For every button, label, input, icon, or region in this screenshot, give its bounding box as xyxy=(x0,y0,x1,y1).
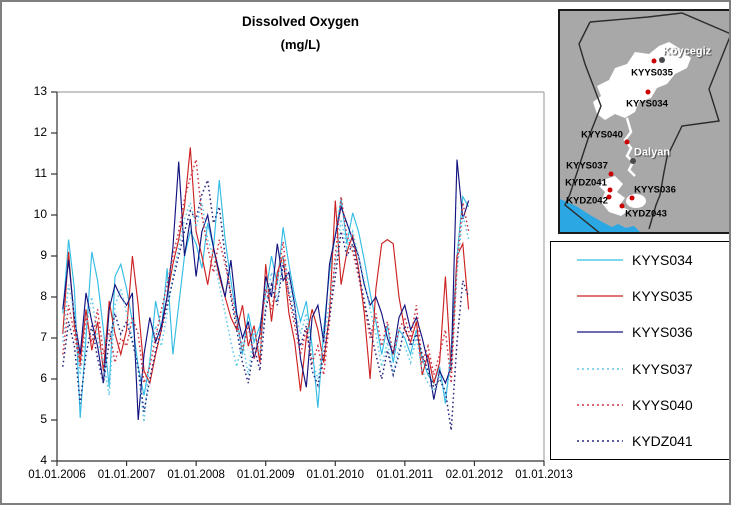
town-label-Köycegiz: Köycegiz xyxy=(662,45,712,58)
x-tick-label: 01.01.2006 xyxy=(28,469,86,481)
series-KYYS034 xyxy=(62,180,470,418)
map-channel xyxy=(623,117,636,177)
map-drawing xyxy=(560,12,729,232)
map-lake xyxy=(593,42,691,120)
legend-line-sample xyxy=(577,440,623,442)
legend-line-sample xyxy=(577,259,623,261)
town-label-Dalyan: Dalyan xyxy=(633,146,671,159)
x-tick-label: 01.01.2013 xyxy=(515,469,573,481)
y-tick-label: 8 xyxy=(40,289,47,303)
map-boundary-west xyxy=(564,21,602,232)
y-tick-label: 7 xyxy=(40,330,47,344)
legend-item-KYYS036: KYYS036 xyxy=(551,324,729,340)
chart-title: Dissolved Oxygen xyxy=(241,14,360,29)
legend-line-sample xyxy=(577,331,623,334)
legend-line-sample xyxy=(577,367,623,370)
x-tick-label: 01.01.2010 xyxy=(306,469,365,481)
map-inset: Köycegiz Dalyan KYYS035 KYYS034 KYYS040 KYYS0… xyxy=(558,9,729,234)
y-tick-label: 10 xyxy=(33,207,47,221)
legend-label: KYYS035 xyxy=(632,288,693,305)
series-KYYS040 xyxy=(62,159,470,384)
x-tick-label: 01.01.2008 xyxy=(167,469,225,481)
legend-item-KYDZ041: KYDZ041 xyxy=(551,433,729,449)
chart-legend: KYYS034 KYYS035 KYYS036 KYYS037 KYYS040 KYDZ0… xyxy=(550,241,729,460)
y-tick-label: 4 xyxy=(40,453,47,467)
x-tick-label: 01.01.2007 xyxy=(97,469,156,481)
station-label-KYYS034: KYYS034 xyxy=(626,98,668,110)
legend-item-KYYS035: KYYS035 xyxy=(551,288,729,304)
legend-label: KYYS034 xyxy=(632,252,693,269)
y-tick-label: 9 xyxy=(40,248,47,262)
station-label-KYDZ041: KYDZ041 xyxy=(565,177,607,189)
series-KYYS035 xyxy=(62,147,470,392)
station-label-KYYS040: KYYS040 xyxy=(581,129,623,141)
station-label-KYYS036: KYYS036 xyxy=(634,184,676,196)
x-tick-label: 01.01.2009 xyxy=(236,469,295,481)
station-dot-KYDZ043 xyxy=(619,203,625,209)
station-dot-KYYS037 xyxy=(608,171,614,177)
legend-item-KYYS040: KYYS040 xyxy=(551,397,729,413)
station-dot-KYYS036 xyxy=(629,195,635,201)
y-tick-label: 13 xyxy=(33,84,47,98)
station-label-KYDZ043: KYDZ043 xyxy=(625,208,667,220)
y-tick-label: 11 xyxy=(34,166,47,180)
station-label-KYYS037: KYYS037 xyxy=(566,160,608,172)
series-KYYS036 xyxy=(62,159,470,421)
station-label-KYYS035: KYYS035 xyxy=(631,67,673,79)
legend-item-KYYS034: KYYS034 xyxy=(551,252,729,268)
station-dot-KYDZ042 xyxy=(606,194,612,200)
station-dot-KYYS035 xyxy=(651,58,657,64)
town-dot-Köycegiz xyxy=(659,57,665,63)
map-delta xyxy=(599,176,629,216)
legend-label: KYYS037 xyxy=(632,360,693,377)
x-tick-label: 01.01.2011 xyxy=(376,469,434,481)
y-tick-label: 12 xyxy=(33,125,47,139)
legend-label: KYYS040 xyxy=(632,396,693,413)
town-dot-Dalyan xyxy=(630,158,636,164)
legend-label: KYYS036 xyxy=(632,324,693,341)
y-tick-label: 5 xyxy=(40,412,47,426)
station-dot-KYYS040 xyxy=(624,139,630,145)
station-dot-KYYS034 xyxy=(645,89,651,95)
station-dot-KYDZ041 xyxy=(607,187,613,193)
legend-line-sample xyxy=(577,403,623,406)
map-island xyxy=(626,194,646,208)
legend-line-sample xyxy=(577,295,623,297)
station-label-KYDZ042: KYDZ042 xyxy=(566,195,608,207)
legend-label: KYDZ041 xyxy=(632,432,693,449)
y-tick-label: 6 xyxy=(40,371,47,385)
map-sea xyxy=(560,199,640,232)
map-boundary-east xyxy=(648,37,729,230)
chart-subtitle: (mg/L) xyxy=(280,37,321,52)
map-boundary-north xyxy=(589,12,729,34)
legend-item-KYYS037: KYYS037 xyxy=(551,361,729,377)
x-tick-label: 02.01.2012 xyxy=(445,469,504,481)
series-KYYS037 xyxy=(62,200,470,423)
